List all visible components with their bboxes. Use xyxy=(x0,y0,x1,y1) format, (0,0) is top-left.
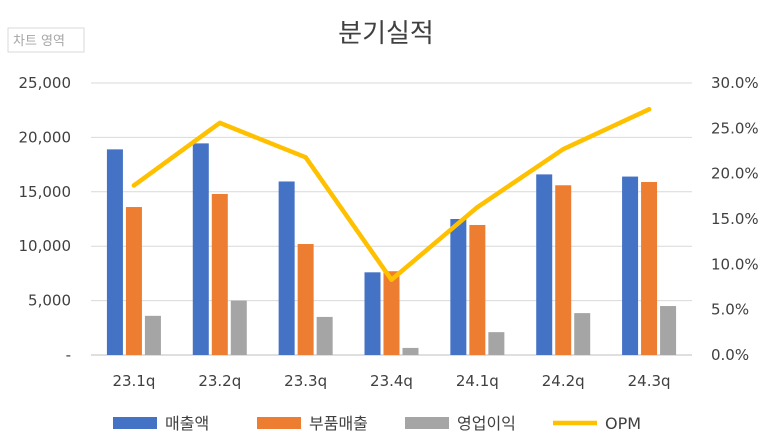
bar-영업이익-23.4q xyxy=(402,347,419,355)
bar-영업이익-23.1q xyxy=(144,315,161,355)
y-right-tick-label: 10.0% xyxy=(711,255,759,273)
bar-매출액-24.1q xyxy=(450,219,467,355)
x-tick-label: 23.1q xyxy=(112,372,155,390)
legend-label-부품매출: 부품매출 xyxy=(309,414,368,433)
x-tick-label: 24.3q xyxy=(628,372,671,390)
point-OPM-23.4q xyxy=(389,277,394,282)
y-left-tick-label: 25,000 xyxy=(19,74,72,92)
point-OPM-23.3q xyxy=(303,155,308,160)
legend-marker-부품매출 xyxy=(257,417,301,429)
x-tick-label: 23.4q xyxy=(370,372,413,390)
y-axis-left: - 5,000 10,000 15,000 20,000 25,000 xyxy=(19,74,72,364)
y-left-tick-label: 10,000 xyxy=(19,237,72,255)
bar-series xyxy=(106,143,677,355)
bar-매출액-24.3q xyxy=(622,176,639,355)
line-series xyxy=(131,107,652,282)
y-axis-right: 0.0% 5.0% 10.0% 15.0% 20.0% 25.0% 30.0% xyxy=(711,74,759,364)
bar-영업이익-24.3q xyxy=(660,306,677,355)
y-right-tick-label: 30.0% xyxy=(711,74,759,92)
bar-부품매출-23.1q xyxy=(125,207,142,355)
bar-부품매출-24.1q xyxy=(469,224,486,355)
x-tick-label: 24.1q xyxy=(456,372,499,390)
point-OPM-23.1q xyxy=(131,183,137,188)
y-right-tick-label: 5.0% xyxy=(711,301,749,319)
legend-marker-영업이익 xyxy=(405,417,449,429)
bar-매출액-24.2q xyxy=(536,174,553,355)
legend-label-영업이익: 영업이익 xyxy=(457,414,516,433)
legend-label-매출액: 매출액 xyxy=(165,414,209,433)
point-OPM-23.2q xyxy=(217,120,222,126)
chart-area-tag-text: 차트 영역 xyxy=(13,34,65,49)
bar-매출액-23.1q xyxy=(106,149,123,355)
x-tick-label: 23.3q xyxy=(284,372,327,390)
bar-부품매출-23.4q xyxy=(383,271,400,355)
y-left-tick-label: 20,000 xyxy=(19,128,72,146)
x-tick-label: 23.2q xyxy=(198,372,241,390)
y-left-tick-label: 15,000 xyxy=(19,183,72,201)
bar-매출액-23.4q xyxy=(364,272,381,355)
bar-영업이익-23.3q xyxy=(316,316,333,355)
bar-부품매출-23.2q xyxy=(211,193,228,355)
point-OPM-24.3q xyxy=(646,107,652,112)
bar-매출액-23.3q xyxy=(278,181,295,355)
x-axis: 23.1q 23.2q 23.3q 23.4q 24.1q 24.2q 24.3q xyxy=(112,372,670,390)
legend-marker-매출액 xyxy=(113,417,157,429)
y-right-tick-label: 25.0% xyxy=(711,119,759,137)
bar-영업이익-24.1q xyxy=(488,332,505,355)
y-left-tick-label: - xyxy=(66,346,71,364)
legend-label-OPM: OPM xyxy=(605,414,641,433)
chart-title: 분기실적 xyxy=(338,19,434,49)
y-right-tick-label: 0.0% xyxy=(711,346,749,364)
bar-영업이익-23.2q xyxy=(230,300,247,355)
legend: 매출액 부품매출 영업이익 OPM xyxy=(113,414,641,433)
y-right-tick-label: 15.0% xyxy=(711,210,759,228)
y-right-tick-label: 20.0% xyxy=(711,165,759,183)
bar-부품매출-24.3q xyxy=(641,182,658,355)
point-OPM-24.2q xyxy=(561,146,566,152)
bar-영업이익-24.2q xyxy=(574,313,591,355)
x-tick-label: 24.2q xyxy=(542,372,585,390)
y-left-tick-label: 5,000 xyxy=(28,292,71,310)
point-OPM-24.1q xyxy=(475,205,480,210)
bar-부품매출-23.3q xyxy=(297,244,314,355)
chart-area-tag-box xyxy=(7,27,85,53)
chart-area-tag: 차트 영역 xyxy=(7,27,85,53)
bar-부품매출-24.2q xyxy=(555,185,572,355)
bar-매출액-23.2q xyxy=(192,143,209,355)
